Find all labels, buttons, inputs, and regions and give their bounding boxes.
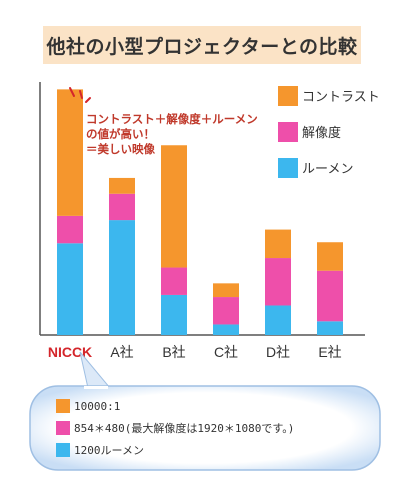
bar-segment: [213, 324, 239, 335]
bar-segment: [57, 89, 83, 216]
legend-label: 解像度: [302, 126, 342, 141]
bar-segment: [317, 321, 343, 335]
legend-label: ルーメン: [302, 162, 354, 177]
x-tick-label: B社: [162, 344, 185, 360]
chart-legend: コントラスト 解像度 ルーメン: [278, 84, 398, 192]
bar-segment: [213, 297, 239, 325]
legend-swatch: [278, 121, 298, 142]
bar-segment: [213, 283, 239, 298]
spec-label: 1200ルーメン: [74, 444, 145, 457]
bar-segment: [265, 258, 291, 306]
bar-segment: [161, 294, 187, 335]
legend-label: コントラスト: [302, 90, 380, 105]
legend-item-resolution: 解像度: [278, 120, 398, 143]
bar-segment: [109, 193, 135, 221]
bar-segment: [317, 242, 343, 271]
callout-box: [29, 385, 381, 471]
chart-annotation: コントラスト＋解像度＋ルーメン の値が高い！ ＝美しい映像: [86, 112, 258, 157]
bar-segment: [57, 215, 83, 244]
x-tick-label: NICCK: [48, 344, 92, 360]
x-tick-label: C社: [214, 344, 238, 360]
legend-swatch: [278, 85, 298, 106]
attention-mark: [85, 97, 91, 103]
annotation-line: コントラスト＋解像度＋ルーメン: [86, 112, 258, 126]
spec-swatch: [56, 443, 70, 457]
legend-item-lumen: ルーメン: [278, 156, 398, 179]
chart-axes: [39, 82, 365, 336]
x-tick-label: E社: [318, 344, 341, 360]
spec-label: 10000:1: [74, 399, 121, 413]
bar-segment: [265, 229, 291, 259]
bar-segment: [109, 177, 135, 194]
bar-segment: [265, 305, 291, 335]
spec-item-lumen: 1200ルーメン: [56, 442, 356, 458]
attention-mark: [79, 90, 83, 99]
bar-segment: [57, 243, 83, 335]
spec-label: 854＊480(最大解像度は1920＊1080です。): [74, 422, 295, 435]
annotation-line: の値が高い！: [86, 127, 155, 141]
spec-swatch: [56, 421, 70, 435]
x-tick-label: D社: [266, 344, 290, 360]
spec-item-contrast: 10000:1: [56, 398, 356, 414]
legend-swatch: [278, 157, 298, 178]
callout-pointer: [79, 351, 112, 389]
attention-mark: [69, 87, 75, 97]
chart-bars: [57, 89, 343, 335]
attention-marks: [69, 87, 91, 103]
bar-segment: [161, 145, 187, 268]
bar-segment: [317, 270, 343, 322]
chart-title: 他社の小型プロジェクターとの比較: [43, 26, 361, 64]
x-tick-label: A社: [110, 344, 133, 360]
annotation-line: ＝美しい映像: [86, 142, 155, 156]
bar-segment: [161, 267, 187, 295]
legend-item-contrast: コントラスト: [278, 84, 398, 107]
callout-bubble: [29, 351, 381, 471]
callout-joint: [84, 386, 108, 389]
spec-legend: 10000:1 854＊480(最大解像度は1920＊1080です。) 1200…: [56, 398, 356, 464]
bar-segment: [109, 220, 135, 335]
x-axis-labels: NICCK A社 B社 C社 D社 E社: [48, 344, 342, 360]
spec-swatch: [56, 399, 70, 413]
spec-item-resolution: 854＊480(最大解像度は1920＊1080です。): [56, 420, 356, 436]
